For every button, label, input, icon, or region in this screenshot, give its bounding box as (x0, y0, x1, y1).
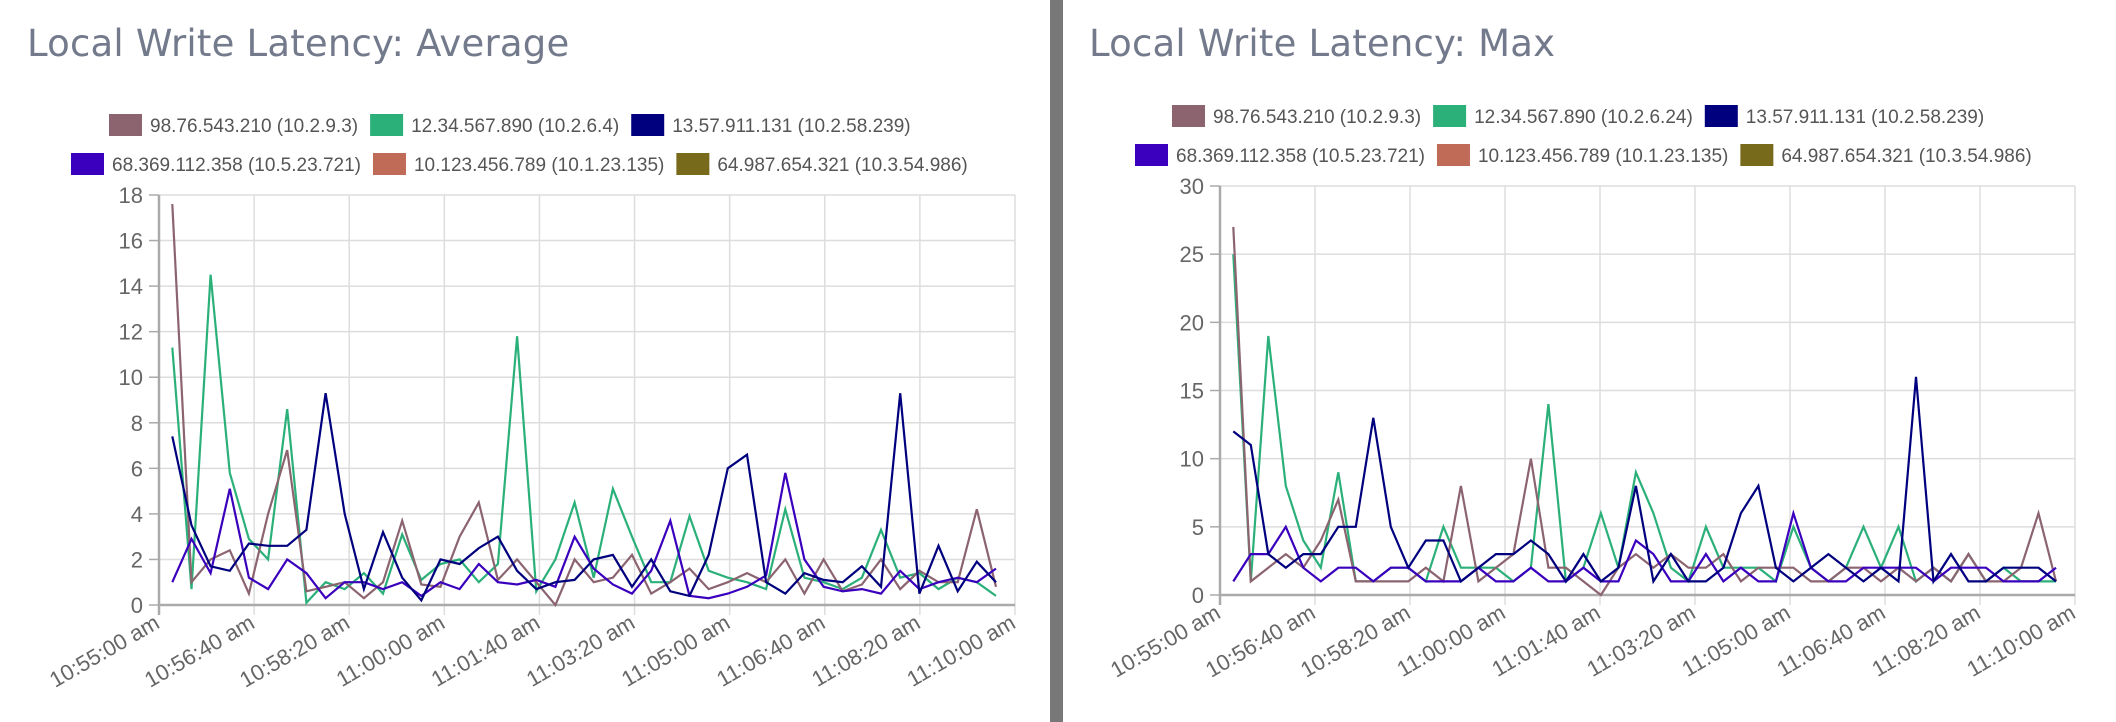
y-tick-label: 0 (1192, 583, 1204, 608)
legend-item[interactable]: 68.369.112.358 (10.5.23.721) (1135, 144, 1425, 167)
legend-item[interactable]: 13.57.911.131 (10.2.58.239) (631, 114, 911, 137)
legend-item[interactable]: 64.987.654.321 (10.3.54.986) (676, 153, 968, 176)
y-tick-label: 10 (1180, 447, 1204, 472)
series-lines (1232, 226, 2058, 597)
legend-label: 10.123.456.789 (10.1.23.135) (414, 155, 664, 176)
legend-swatch-icon (109, 114, 142, 136)
y-tick-label: 4 (131, 502, 143, 527)
series-line[interactable] (171, 393, 997, 603)
chart-title: Local Write Latency: Average (27, 22, 570, 65)
y-tick-label: 25 (1180, 242, 1204, 267)
series-line[interactable] (171, 204, 998, 608)
legend-swatch-icon (1704, 105, 1738, 127)
y-tick-label: 20 (1180, 310, 1204, 335)
line-chart-average: 98.76.543.210 (10.2.9.3) 12.34.567.890 (1… (45, 114, 1020, 692)
chart-panel-max: Local Write Latency: Max 98.76.543.210 (… (1063, 0, 2116, 722)
legend-swatch-icon (1172, 105, 1205, 127)
legend-item[interactable]: 98.76.543.210 (10.2.9.3) (109, 114, 358, 137)
series-line[interactable] (171, 472, 997, 600)
y-tick-label: 2 (131, 547, 143, 572)
panel-divider[interactable] (1050, 0, 1063, 722)
legend-item[interactable]: 12.34.567.890 (10.2.6.4) (370, 114, 619, 137)
legend-item[interactable]: 10.123.456.789 (10.1.23.135) (372, 153, 664, 176)
legend-swatch-icon (676, 153, 710, 175)
legend-label: 10.123.456.789 (10.1.23.135) (1478, 146, 1728, 167)
legend-swatch-icon (370, 114, 404, 136)
y-tick-label: 16 (119, 229, 143, 254)
legend-label: 64.987.654.321 (10.3.54.986) (1781, 146, 2031, 167)
legend-item[interactable]: 98.76.543.210 (10.2.9.3) (1172, 105, 1421, 128)
legend-swatch-icon (372, 153, 406, 175)
legend: 98.76.543.210 (10.2.9.3) 12.34.567.890 (1… (71, 114, 968, 176)
y-tick-label: 30 (1180, 174, 1204, 199)
legend-label: 12.34.567.890 (10.2.6.24) (1474, 107, 1693, 128)
series-line[interactable] (171, 274, 997, 606)
legend-label: 68.369.112.358 (10.5.23.721) (1176, 146, 1425, 167)
legend-label: 68.369.112.358 (10.5.23.721) (112, 155, 361, 176)
legend-label: 98.76.543.210 (10.2.9.3) (150, 116, 358, 137)
legend-label: 64.987.654.321 (10.3.54.986) (717, 155, 967, 176)
y-tick-label: 18 (119, 183, 143, 208)
y-tick-label: 14 (119, 274, 143, 299)
legend-swatch-icon (1135, 144, 1168, 166)
chart-panel-average: Local Write Latency: Average 98.76.543.2… (0, 0, 1050, 722)
legend-item[interactable]: 68.369.112.358 (10.5.23.721) (71, 153, 361, 176)
series-line[interactable] (1232, 509, 2057, 584)
legend-label: 98.76.543.210 (10.2.9.3) (1213, 107, 1421, 128)
x-tick-label: 11:10:00 am (902, 610, 1019, 692)
legend-label: 13.57.911.131 (10.2.58.239) (1746, 107, 1984, 128)
y-tick-label: 5 (1192, 515, 1204, 540)
chart-title: Local Write Latency: Max (1089, 22, 1556, 65)
y-tick-label: 15 (1180, 379, 1204, 404)
x-tick-label: 11:10:00 am (1962, 600, 2079, 682)
legend: 98.76.543.210 (10.2.9.3) 12.34.567.890 (1… (1135, 105, 2032, 167)
y-tick-label: 12 (119, 320, 143, 345)
y-tick-label: 6 (131, 456, 143, 481)
series-lines (171, 204, 998, 608)
legend-swatch-icon (631, 114, 665, 136)
legend-swatch-icon (1740, 144, 1774, 166)
series-line[interactable] (1232, 376, 2057, 585)
y-tick-label: 8 (131, 411, 143, 436)
legend-item[interactable]: 64.987.654.321 (10.3.54.986) (1740, 144, 2032, 167)
line-chart-max: 98.76.543.210 (10.2.9.3) 12.34.567.890 (1… (1106, 105, 2080, 682)
legend-label: 12.34.567.890 (10.2.6.4) (411, 116, 619, 137)
legend-item[interactable]: 13.57.911.131 (10.2.58.239) (1704, 105, 1984, 128)
legend-swatch-icon (1436, 144, 1470, 166)
grid (1210, 185, 2076, 605)
legend-swatch-icon (1433, 105, 1467, 127)
legend-swatch-icon (71, 153, 104, 175)
legend-label: 13.57.911.131 (10.2.58.239) (672, 116, 910, 137)
y-tick-label: 0 (131, 593, 143, 618)
y-tick-label: 10 (119, 365, 143, 390)
legend-item[interactable]: 12.34.567.890 (10.2.6.24) (1433, 105, 1693, 128)
legend-item[interactable]: 10.123.456.789 (10.1.23.135) (1436, 144, 1728, 167)
series-line[interactable] (1232, 226, 2058, 597)
